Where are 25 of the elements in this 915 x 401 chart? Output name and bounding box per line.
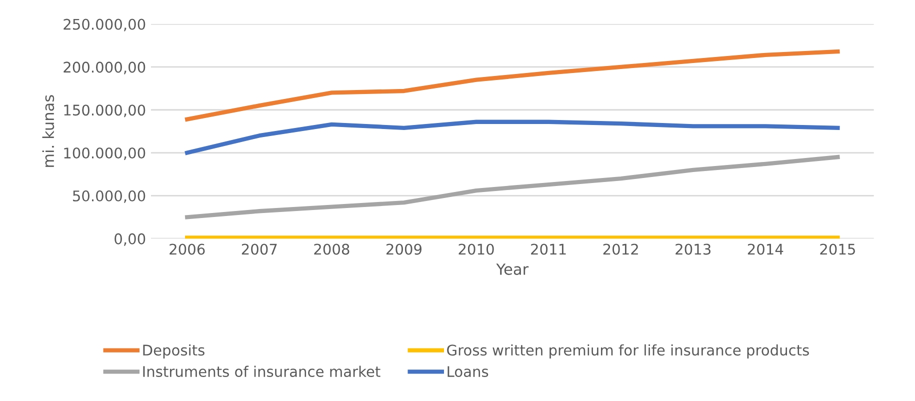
x-tick-label: 2007 (242, 244, 277, 255)
y-tick-label: 150.000,00 (64, 104, 146, 118)
y-tick-label: 0,00 (114, 233, 146, 246)
x-tick-label: 2012 (603, 244, 638, 255)
y-tick-label: 50.000,00 (73, 190, 146, 203)
x-tick-label: 2015 (820, 244, 855, 255)
x-tick-label: 2011 (531, 244, 566, 255)
legend-label: Gross written premium for life insurance products (447, 344, 809, 358)
line-series (185, 120, 840, 155)
legend-label: Loans (448, 366, 488, 378)
x-tick-label: 2014 (748, 244, 784, 255)
x-tick-label: 2013 (676, 244, 710, 255)
line-series (185, 49, 840, 122)
x-tick-label: 2010 (458, 244, 494, 255)
legend-label: Deposits (143, 344, 204, 358)
y-tick-label: 250.000,00 (64, 18, 146, 32)
y-tick-label: 100.000,00 (64, 148, 146, 160)
y-tick-label: 200.000,00 (64, 62, 146, 74)
x-tick-label: 2006 (170, 244, 205, 255)
x-axis-title: Year (496, 264, 529, 275)
x-tick-label: 2009 (386, 244, 422, 255)
legend-label: Instruments of insurance market (143, 366, 380, 378)
line-series (185, 154, 840, 220)
x-tick-label: 2008 (314, 244, 350, 255)
y-axis-title: mi. kunas (42, 95, 54, 167)
